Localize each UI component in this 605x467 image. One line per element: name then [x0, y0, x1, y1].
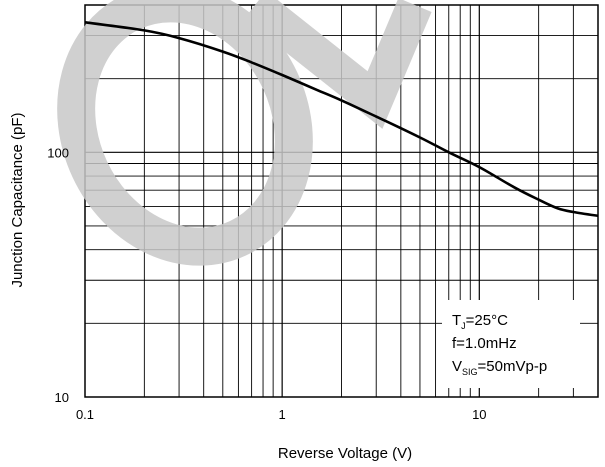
watermark-logo — [57, 0, 432, 266]
y-tick-label: 10 — [55, 390, 69, 405]
condition-vsig: VSIG=50mVp-p — [452, 358, 547, 377]
y-tick-label: 100 — [47, 145, 69, 160]
series-line — [84, 21, 599, 218]
y-axis-label: Junction Capacitance (pF) — [9, 112, 26, 287]
plot-area — [84, 21, 599, 218]
tick-labels: 0.1 1 10 10 100 — [47, 145, 486, 422]
condition-tj: TJ=25°C — [452, 312, 508, 331]
conditions-box: TJ=25°C f=1.0mHz VSIG=50mVp-p — [442, 300, 580, 388]
plot-frame — [84, 4, 599, 398]
conditions-box-bg — [442, 300, 580, 388]
condition-frequency: f=1.0mHz — [452, 335, 517, 352]
x-tick-label: 1 — [279, 407, 286, 422]
x-axis-label: Reverse Voltage (V) — [278, 445, 412, 462]
watermark-ring — [57, 0, 313, 266]
x-tick-label: 10 — [472, 407, 486, 422]
watermark-check — [243, 0, 432, 129]
x-tick-label: 0.1 — [76, 407, 94, 422]
